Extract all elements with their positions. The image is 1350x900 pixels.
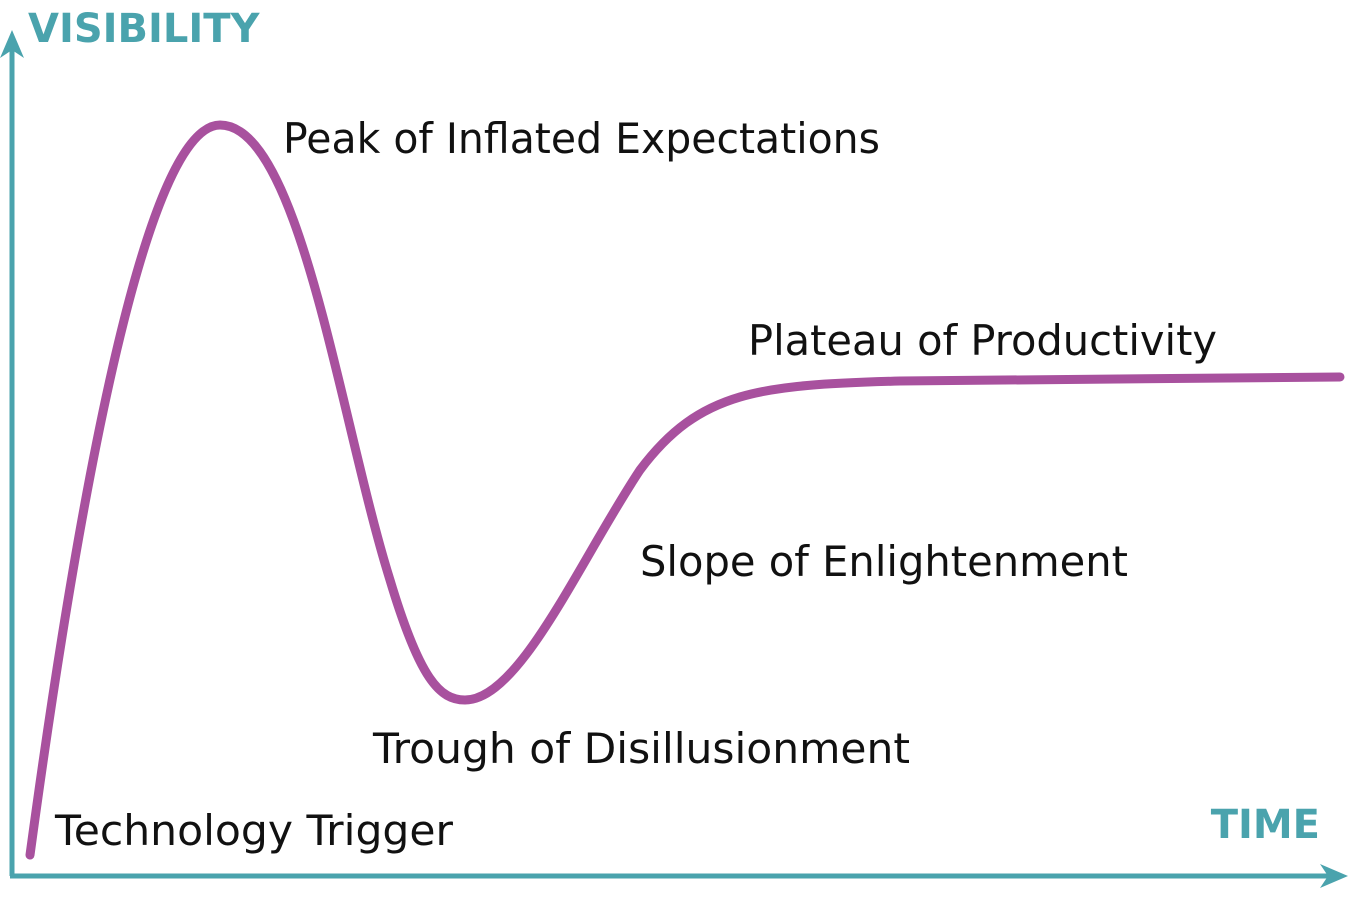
y-axis-title: VISIBILITY bbox=[28, 6, 261, 52]
x-axis-title: TIME bbox=[1211, 802, 1320, 848]
x-axis-arrow bbox=[1320, 864, 1348, 888]
phase-label: Trough of Disillusionment bbox=[372, 724, 910, 773]
phase-label: Plateau of Productivity bbox=[748, 316, 1217, 365]
y-axis-arrow bbox=[0, 30, 24, 58]
phase-label: Slope of Enlightenment bbox=[640, 537, 1128, 586]
hype-curve bbox=[25, 120, 1345, 860]
phase-label: Peak of Inflated Expectations bbox=[283, 114, 880, 163]
phase-label: Technology Trigger bbox=[54, 806, 454, 855]
